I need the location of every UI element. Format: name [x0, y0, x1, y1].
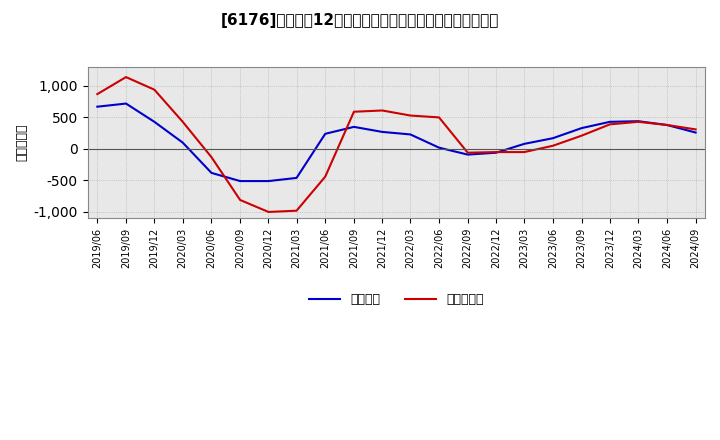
- Y-axis label: （百万円）: （百万円）: [15, 124, 28, 161]
- Legend: 経常利益, 当期純利益: 経常利益, 当期純利益: [304, 288, 489, 311]
- Text: [6176]　利益だ12か月移動合計の対前年同期増減額の推移: [6176] 利益だ12か月移動合計の対前年同期増減額の推移: [221, 13, 499, 28]
- Line: 当期純利益: 当期純利益: [97, 77, 696, 212]
- Line: 経常利益: 経常利益: [97, 103, 696, 181]
